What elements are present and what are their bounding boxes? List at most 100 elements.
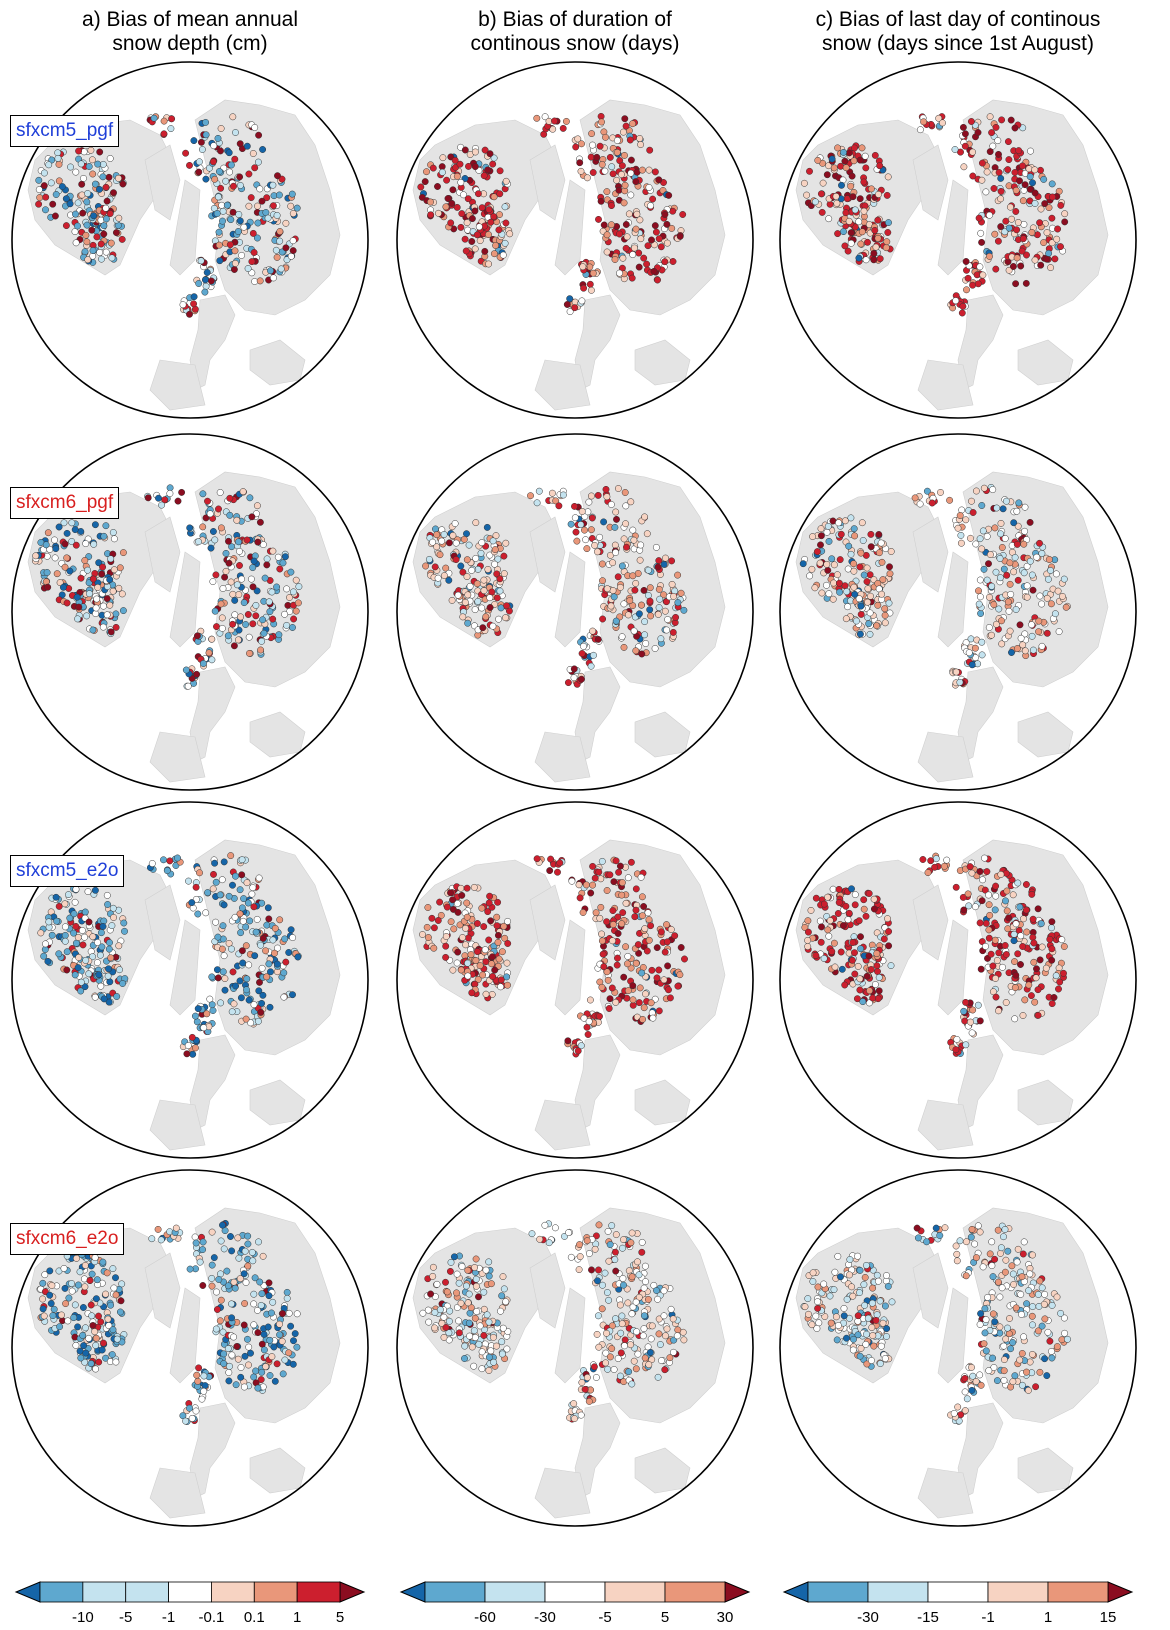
station-point [487,917,495,925]
station-point [76,1268,84,1276]
station-point [290,1337,297,1345]
station-point [72,939,80,947]
station-point [628,1229,636,1237]
station-point [916,500,924,508]
station-point [652,543,660,551]
station-point [646,606,654,614]
station-point [986,593,993,601]
station-point [818,208,826,216]
station-point [640,254,648,262]
station-point [63,966,71,974]
station-point [887,548,895,555]
station-point [252,601,260,609]
station-point [214,933,222,941]
station-point [603,1289,611,1296]
station-point [160,130,168,138]
station-point [583,1374,591,1381]
station-point [148,1235,156,1243]
station-point [1036,956,1044,964]
station-point [457,966,465,974]
station-point [107,628,115,636]
station-point [585,1018,593,1025]
map-boundary [11,433,369,791]
station-point [110,535,118,543]
station-point [438,1319,446,1327]
station-point [1001,942,1009,949]
station-point [844,247,852,255]
station-point [92,1295,100,1303]
station-point [833,199,841,207]
station-point [217,1237,225,1245]
station-point [74,615,82,623]
station-point [653,1287,660,1294]
station-point [829,595,837,603]
station-point [614,573,622,581]
station-point [613,176,621,184]
station-point [227,216,235,224]
station-point [248,513,256,521]
station-point [76,1347,84,1355]
station-point [986,252,993,260]
station-point [1011,169,1019,176]
station-points [800,1222,1071,1425]
station-point [987,551,994,559]
station-point [60,519,68,527]
station-point [1014,950,1022,958]
station-point [250,249,258,256]
station-point [860,178,868,186]
station-point [85,1334,93,1342]
station-point [228,1300,235,1308]
station-point [578,1379,586,1386]
station-point [813,548,821,556]
station-point [976,263,984,271]
station-point [253,234,261,242]
station-point [985,624,993,631]
station-point [1003,887,1011,895]
station-point [806,572,814,580]
station-point [627,498,635,506]
station-point [881,605,889,613]
station-point [464,1299,472,1307]
station-point [202,514,210,522]
station-point [95,1312,102,1320]
station-point [499,1324,507,1332]
station-point [229,590,237,598]
station-point [503,959,511,967]
map-panel-c-2 [778,432,1138,792]
station-point [528,1230,536,1238]
station-point [1020,186,1028,194]
station-point [1048,214,1056,222]
station-point [606,1241,614,1249]
station-point [612,549,620,556]
station-point [627,1341,635,1349]
station-point [266,1336,274,1344]
station-point [92,604,100,612]
station-point [106,601,114,609]
station-point [220,1350,228,1358]
station-point [228,1314,236,1322]
station-point [594,1312,602,1320]
station-point [234,228,242,235]
station-point [56,1323,64,1331]
station-point [464,591,472,599]
station-point [626,597,634,605]
station-point [502,219,510,227]
station-point [992,975,999,982]
station-point [924,869,932,877]
station-point [928,499,936,507]
station-point [986,148,994,156]
station-point [209,1007,217,1014]
station-point [97,240,105,248]
station-point [995,1007,1002,1015]
land-mass [912,516,949,593]
station-point [433,1280,441,1288]
station-point [446,1307,454,1315]
station-point [51,554,59,562]
station-point [853,995,861,1003]
station-point [589,269,597,277]
station-point [497,983,505,991]
station-point [445,1317,453,1325]
station-point [55,950,63,958]
station-point [78,180,86,188]
station-point [237,613,245,621]
